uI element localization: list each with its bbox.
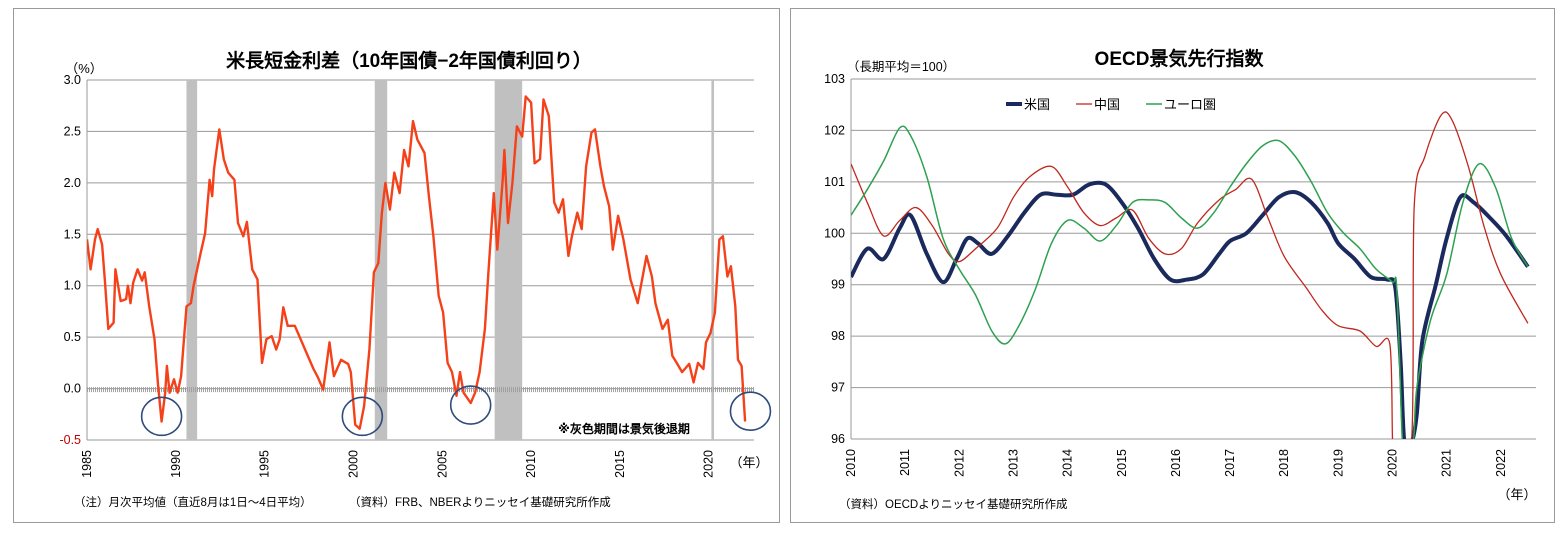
inversion-circle [729, 391, 772, 432]
x-tick-label: 2010 [844, 449, 858, 477]
y-tick-label: -0.5 [59, 433, 81, 447]
y-axis-unit: （%） [65, 61, 103, 76]
x-tick-label: 2016 [1169, 449, 1183, 477]
y-tick-label: 96 [831, 432, 845, 446]
oecd-cli-chart-panel: OECD景気先行指数 （長期平均＝100） （年） （資料）OECDよりニッセイ… [790, 8, 1555, 523]
y-tick-label: 100 [824, 226, 845, 240]
inversion-circle [449, 385, 492, 425]
x-axis-unit: （年） [1497, 487, 1536, 502]
x-tick-label: 2020 [1386, 449, 1400, 477]
x-tick-label: 2013 [1006, 449, 1020, 477]
legend-label: ユーロ圏 [1164, 97, 1216, 112]
series-line-us [851, 180, 1530, 439]
x-tick-label: 1985 [80, 450, 94, 478]
x-tick-label: 1990 [169, 450, 183, 478]
x-tick-label: 2018 [1277, 449, 1291, 477]
y-tick-label: 2.0 [64, 176, 81, 190]
x-tick-label: 2022 [1494, 449, 1508, 477]
y-tick-label: 98 [831, 329, 845, 343]
y-tick-label: 1.0 [64, 279, 81, 293]
recession-annotation: ※灰色期間は景気後退期 [558, 421, 690, 436]
y-tick-label: 2.5 [64, 124, 81, 138]
x-tick-label: 2015 [1115, 449, 1129, 477]
x-tick-label: 2012 [952, 449, 966, 477]
x-axis-unit: （年） [729, 455, 768, 470]
plot-area: 103 102 101 100 99 98 97 96 2010 2011 2012 2013 2014… [824, 72, 1536, 477]
recession-band [711, 80, 715, 440]
series-line-china [851, 111, 1529, 439]
legend-label: 米国 [1024, 97, 1050, 112]
source-text: （資料）OECDよりニッセイ基礎研究所作成 [839, 497, 1068, 511]
recession-band [494, 80, 523, 440]
yield-spread-chart-panel: 米長短金利差（10年国債−2年国債利回り） （%） （年） ※灰色期間は景気後退… [13, 8, 780, 523]
y-tick-label: 0.0 [64, 382, 81, 396]
recession-band [186, 80, 198, 440]
note-text: （注）月次平均値（直近8月は1日～4日平均） [74, 495, 312, 509]
y-tick-label: 103 [824, 72, 845, 86]
inversion-circle [140, 396, 183, 437]
spread-series-line [87, 95, 747, 430]
y-tick-label: 3.0 [64, 73, 81, 87]
x-tick-label: 2021 [1440, 449, 1454, 477]
x-tick-label: 1995 [258, 450, 272, 478]
y-tick-label: 102 [824, 123, 845, 137]
oecd-cli-chart: OECD景気先行指数 （長期平均＝100） （年） （資料）OECDよりニッセイ… [824, 47, 1536, 511]
chart-title: 米長短金利差（10年国債−2年国債利回り） [226, 49, 592, 72]
legend: 米国 中国 ユーロ圏 [1006, 97, 1216, 112]
y-tick-label: 0.5 [64, 330, 81, 344]
source-text: （資料）FRB、NBERよりニッセイ基礎研究所作成 [349, 495, 611, 509]
x-tick-label: 2010 [524, 450, 538, 478]
y-tick-label: 101 [824, 175, 845, 189]
y-tick-label: 97 [831, 381, 845, 395]
x-tick-label: 2017 [1223, 449, 1237, 477]
series-line-eurozone [851, 125, 1529, 439]
x-tick-label: 2020 [702, 450, 716, 478]
recession-band [374, 80, 388, 440]
x-tick-label: 2005 [435, 450, 449, 478]
inversion-circle [341, 396, 384, 437]
yield-spread-chart: 米長短金利差（10年国債−2年国債利回り） （%） （年） ※灰色期間は景気後退… [59, 49, 772, 509]
plot-area: 3.0 2.5 2.0 1.5 1.0 0.5 0.0 -0.5 1985 1990 1995 200… [59, 73, 772, 478]
x-tick-label: 2014 [1061, 449, 1075, 477]
legend-label: 中国 [1094, 97, 1120, 112]
chart-title: OECD景気先行指数 [1095, 47, 1265, 70]
x-tick-label: 2019 [1331, 449, 1345, 477]
x-tick-label: 2015 [613, 450, 627, 478]
y-axis-unit: （長期平均＝100） [847, 60, 955, 74]
x-tick-label: 2000 [346, 450, 360, 478]
y-tick-label: 1.5 [64, 227, 81, 241]
x-tick-label: 2011 [898, 449, 912, 476]
y-tick-label: 99 [831, 278, 845, 292]
